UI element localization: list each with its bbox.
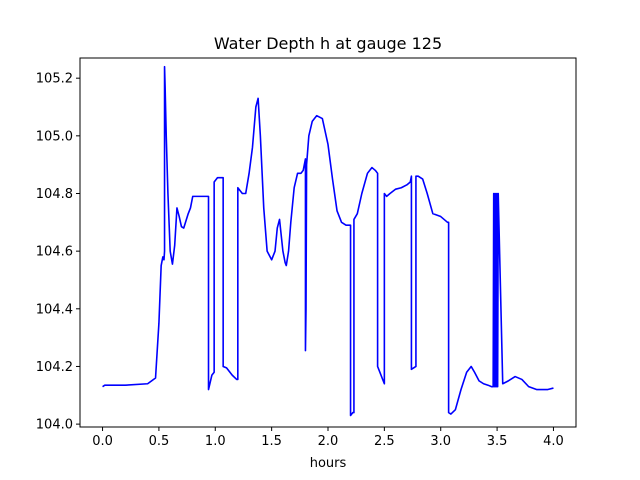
axes-frame bbox=[79, 57, 577, 428]
x-tick-label: 3.0 bbox=[430, 434, 451, 449]
chart-title: Water Depth h at gauge 125 bbox=[214, 34, 442, 53]
x-tick-label: 2.0 bbox=[318, 434, 339, 449]
x-tick-label: 4.0 bbox=[543, 434, 564, 449]
x-tick-label: 1.0 bbox=[205, 434, 226, 449]
y-tick-label: 104.2 bbox=[36, 360, 73, 375]
y-tick-label: 104.6 bbox=[36, 245, 73, 260]
plot-area bbox=[80, 58, 576, 427]
x-axis-label: hours bbox=[310, 456, 347, 471]
y-tick-label: 104.4 bbox=[36, 302, 73, 317]
y-tick-label: 104.0 bbox=[36, 418, 73, 433]
x-axis-ticks: 0.0 0.5 1.0 1.5 2.0 2.5 3.0 3.5 4.0 bbox=[92, 427, 564, 449]
x-tick-label: 1.5 bbox=[261, 434, 282, 449]
series-layer bbox=[102, 65, 554, 417]
series-line-1 bbox=[102, 65, 554, 417]
y-tick-label: 105.2 bbox=[36, 72, 73, 87]
x-tick-label: 0.5 bbox=[149, 434, 170, 449]
x-tick-label: 0.0 bbox=[92, 434, 113, 449]
x-tick-label: 3.5 bbox=[487, 434, 508, 449]
y-axis-ticks: 104.0 104.2 104.4 104.6 104.8 105.0 105.2 bbox=[36, 72, 80, 433]
x-tick-label: 2.5 bbox=[374, 434, 395, 449]
y-tick-label: 104.8 bbox=[36, 187, 73, 202]
y-tick-label: 105.0 bbox=[36, 129, 73, 144]
